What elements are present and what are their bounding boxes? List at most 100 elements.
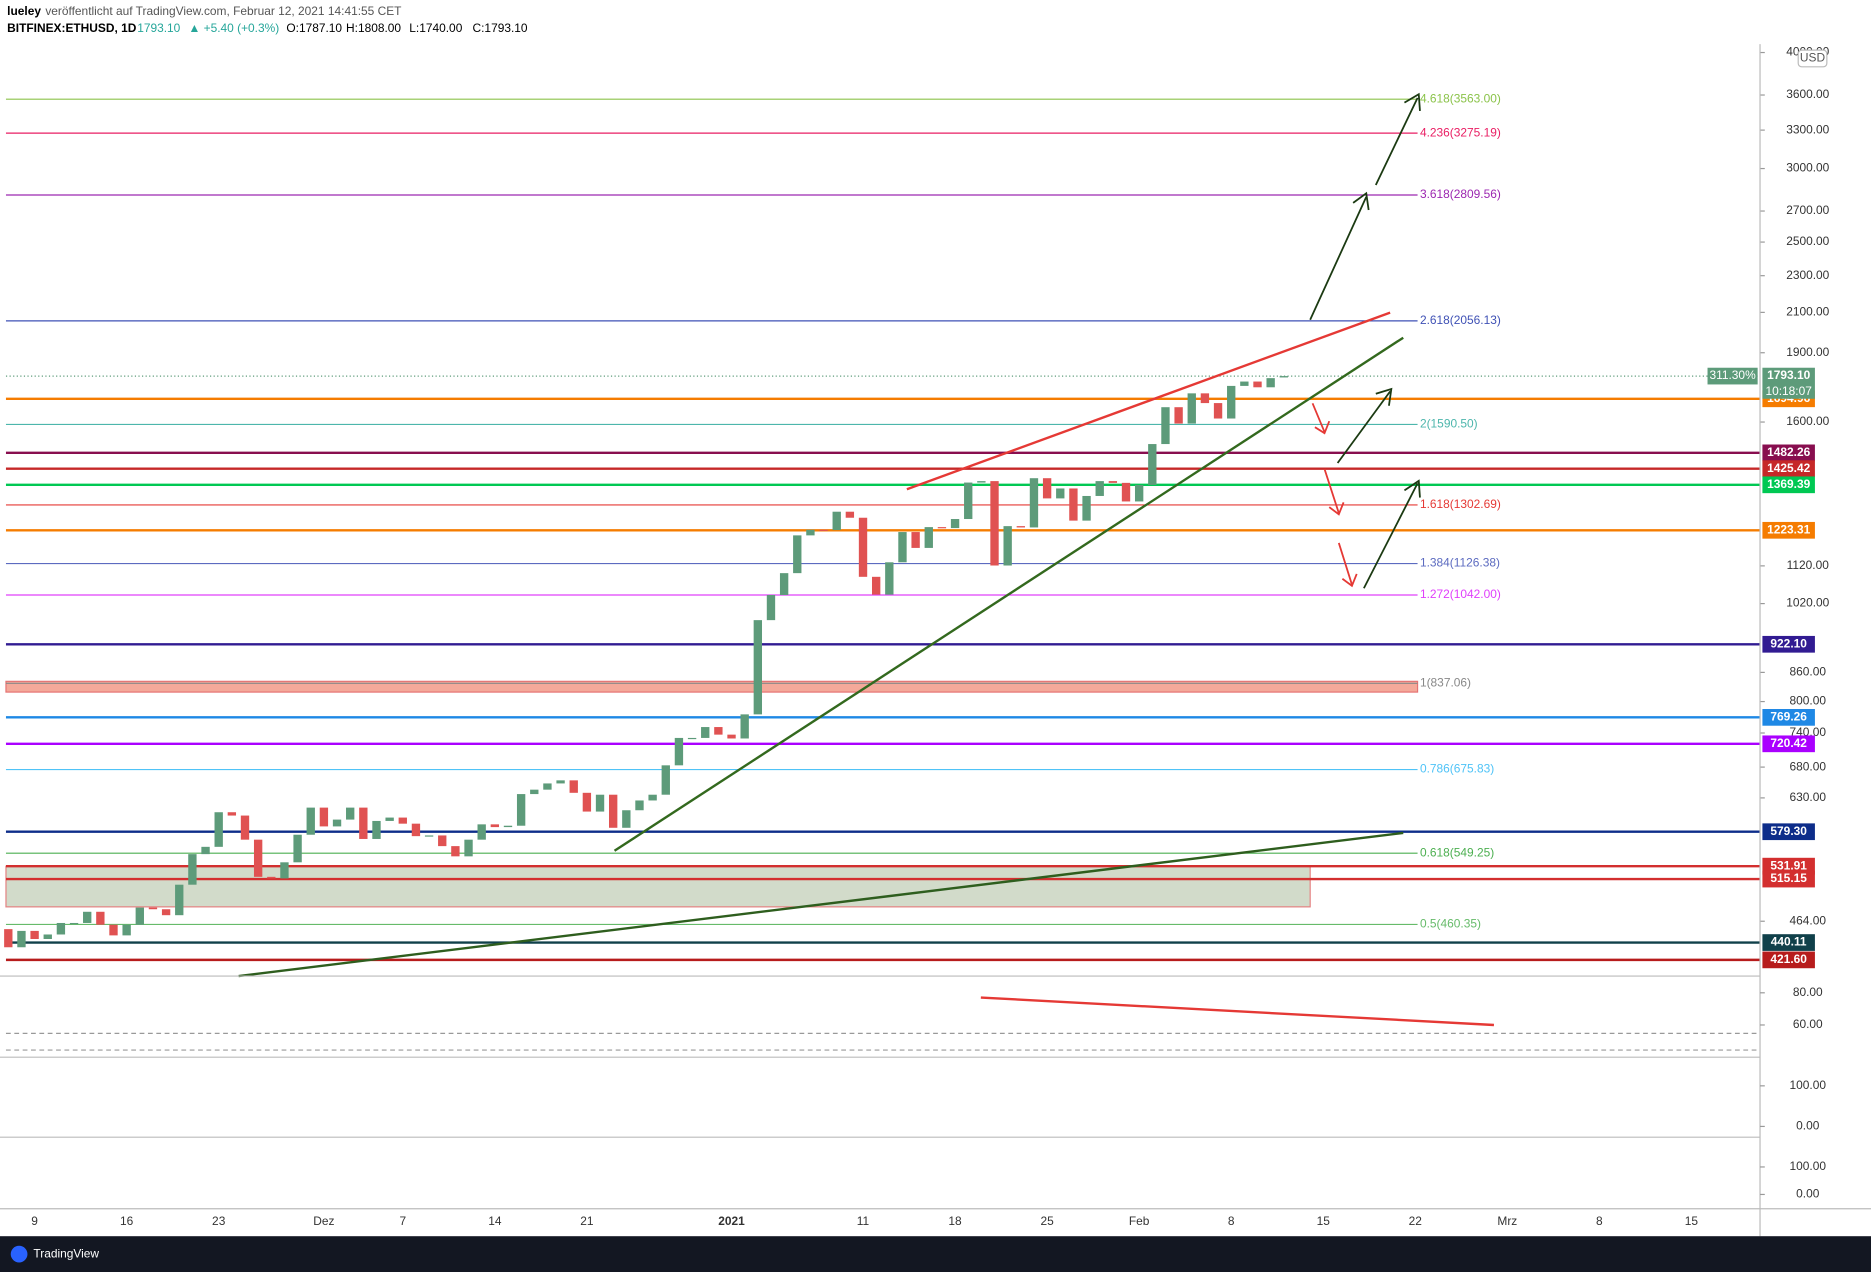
candle-body bbox=[556, 780, 565, 784]
arrow bbox=[1336, 387, 1393, 464]
trend-line bbox=[906, 311, 1391, 491]
candle-body bbox=[240, 815, 250, 840]
candle-body bbox=[438, 835, 447, 847]
candle-body bbox=[1121, 482, 1131, 502]
candle-body bbox=[964, 482, 973, 520]
candle-body bbox=[1253, 381, 1262, 388]
candle-body bbox=[871, 576, 881, 595]
pct-tag bbox=[1707, 367, 1758, 385]
candle-body bbox=[1016, 526, 1025, 528]
candle-body bbox=[4, 929, 13, 948]
grid: 4000.003600.003300.003000.002700.002500.… bbox=[31, 45, 1829, 1228]
price-tag bbox=[1762, 635, 1815, 653]
candles bbox=[4, 376, 1288, 948]
ohlc: O:1787.10 bbox=[286, 21, 342, 35]
footer bbox=[0, 1236, 1871, 1272]
candle-body bbox=[1187, 393, 1196, 424]
x-tick-label: 7 bbox=[399, 1214, 406, 1228]
y-tick-label: 0.00 bbox=[1796, 1187, 1820, 1201]
candle-body bbox=[1003, 526, 1012, 566]
candle-body bbox=[516, 794, 526, 826]
candle-body bbox=[43, 934, 52, 939]
price-tag bbox=[1762, 444, 1815, 462]
y-tick-label: 2500.00 bbox=[1786, 234, 1829, 248]
candle-body bbox=[424, 835, 434, 837]
candle-body bbox=[1266, 378, 1275, 388]
candle-body bbox=[385, 817, 394, 821]
fib-label: 1.618(1302.69) bbox=[1420, 497, 1501, 511]
candle-body bbox=[464, 839, 473, 857]
candle-body bbox=[372, 820, 381, 839]
x-tick-label: Dez bbox=[313, 1214, 334, 1228]
price-tag bbox=[1762, 521, 1815, 539]
fib-label: 2(1590.50) bbox=[1420, 417, 1478, 431]
ohlc: H:1808.00 bbox=[346, 21, 401, 35]
candle-body bbox=[175, 884, 184, 916]
candle-body bbox=[135, 907, 144, 925]
ohlc: C:1793.10 bbox=[473, 21, 528, 35]
candle-body bbox=[530, 789, 539, 795]
price-tag bbox=[1762, 870, 1815, 888]
candle-body bbox=[937, 527, 947, 529]
candle-body bbox=[1056, 488, 1065, 499]
candle-body bbox=[109, 924, 118, 936]
candle-body bbox=[569, 780, 578, 793]
pct-label: 311.30% bbox=[1709, 368, 1756, 382]
candle-body bbox=[503, 825, 513, 828]
x-tick-label: 8 bbox=[1228, 1214, 1235, 1228]
candle-body bbox=[924, 527, 933, 548]
trend-lines bbox=[238, 92, 1421, 978]
candle-body bbox=[898, 532, 907, 563]
header: lueley veröffentlicht auf TradingView.co… bbox=[7, 4, 528, 35]
candle-body bbox=[1042, 478, 1052, 499]
candle-body bbox=[595, 794, 605, 812]
candle-body bbox=[582, 792, 592, 812]
candle-body bbox=[832, 511, 841, 531]
x-tick-label: Feb bbox=[1129, 1214, 1150, 1228]
candle-body bbox=[701, 727, 710, 738]
currency-box bbox=[1797, 49, 1828, 68]
y-tick-label: 3600.00 bbox=[1786, 87, 1829, 101]
candle-body bbox=[148, 907, 158, 910]
candle-body bbox=[911, 532, 920, 548]
candle-body bbox=[753, 620, 763, 715]
x-tick-label: 14 bbox=[488, 1214, 502, 1228]
candle-body bbox=[1174, 407, 1183, 424]
y-tick-label: 3000.00 bbox=[1786, 161, 1829, 175]
price-tag bbox=[1762, 367, 1815, 399]
published: veröffentlicht auf TradingView.com, Febr… bbox=[45, 4, 402, 18]
candle-body bbox=[451, 846, 460, 857]
candle-body bbox=[858, 517, 868, 577]
candle-body bbox=[727, 734, 736, 739]
candle-body bbox=[56, 922, 66, 935]
arrow bbox=[1311, 402, 1331, 435]
candle-body bbox=[793, 535, 802, 574]
candle-body bbox=[332, 819, 342, 827]
x-tick-label: 15 bbox=[1317, 1214, 1331, 1228]
candle-body bbox=[766, 594, 776, 621]
price-tag-label: 769.26 bbox=[1770, 710, 1807, 724]
price-tag bbox=[1762, 857, 1815, 875]
price-tag-label: 1425.42 bbox=[1767, 461, 1810, 475]
x-tick-label: 18 bbox=[948, 1214, 962, 1228]
y-tick-label: 800.00 bbox=[1790, 694, 1827, 708]
currency: USD bbox=[1800, 51, 1826, 65]
candle-body bbox=[779, 573, 789, 595]
price-tag-label: 1793.10 bbox=[1767, 368, 1810, 382]
candle-body bbox=[950, 519, 960, 529]
candle-body bbox=[267, 876, 276, 879]
price-tag-label: 1369.39 bbox=[1767, 477, 1810, 491]
candle-body bbox=[346, 807, 355, 820]
candle-body bbox=[1227, 385, 1236, 419]
candle-body bbox=[845, 511, 855, 518]
price-tag-label: 515.15 bbox=[1770, 871, 1807, 885]
y-tick-label: 680.00 bbox=[1790, 759, 1827, 773]
y-tick-label: 2700.00 bbox=[1786, 203, 1829, 217]
candle-body bbox=[806, 529, 815, 536]
x-tick-label: 9 bbox=[31, 1214, 38, 1228]
x-tick-label: 21 bbox=[580, 1214, 594, 1228]
candle-body bbox=[635, 800, 644, 811]
candle-body bbox=[306, 807, 315, 835]
